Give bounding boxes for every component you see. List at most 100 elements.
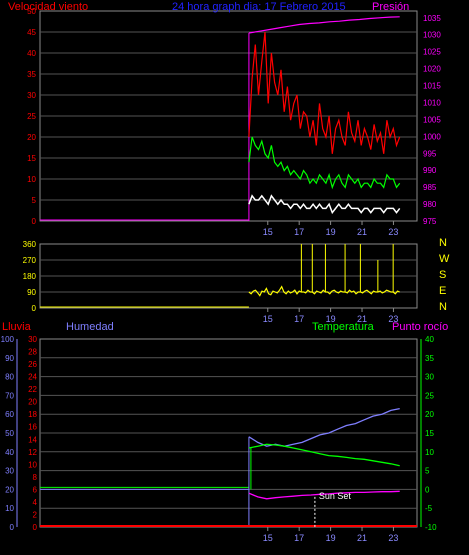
- humidity-axis-label: 50: [5, 429, 14, 438]
- pressure-axis-label: 1010: [423, 98, 441, 107]
- direction-panel-x-tick-label: 21: [357, 314, 367, 324]
- rain-axis-label: 6: [33, 485, 38, 494]
- wind-axis-label: 15: [27, 154, 36, 163]
- compass-label: N: [439, 301, 447, 313]
- rain-axis-label: 10: [28, 460, 37, 469]
- direction-axis-label: 270: [23, 256, 37, 265]
- rain-axis-label: 24: [28, 373, 37, 382]
- climate-panel-x-tick-label: 21: [357, 533, 367, 543]
- compass-label: N: [439, 237, 447, 249]
- temperature-axis-label: 25: [425, 391, 434, 400]
- humidity-axis-label: 0: [10, 523, 15, 532]
- wind-panel-x-tick-label: 15: [263, 227, 273, 237]
- pressure-axis-label: 1025: [423, 48, 441, 57]
- wind-axis-label: 35: [27, 70, 36, 79]
- rain-axis-label: 26: [28, 360, 37, 369]
- pressure-axis-label: 1000: [423, 132, 441, 141]
- chart-title: 24 hora graph dia: 17 Febrero 2015: [172, 1, 346, 13]
- rain-axis-label: 20: [28, 398, 37, 407]
- wind-min-series: [248, 194, 401, 215]
- pressure-axis-label: 1020: [423, 65, 441, 74]
- pressure-axis-label: 1035: [423, 14, 441, 23]
- direction-axis-label: 360: [23, 240, 37, 249]
- rain-axis-label: 30: [28, 335, 37, 344]
- direction-axis-label: 180: [23, 272, 37, 281]
- temperature-axis-label: -5: [425, 504, 433, 513]
- temperature-axis-label: 35: [425, 354, 434, 363]
- rain-axis-label: 18: [28, 410, 37, 419]
- pressure-axis-label: 985: [423, 183, 437, 192]
- temperature-axis-label: -10: [425, 523, 437, 532]
- humidity-axis-label: 30: [5, 467, 14, 476]
- pressure-axis-label: 975: [423, 217, 437, 226]
- rain-axis-label: 12: [28, 448, 37, 457]
- pressure-axis-label: 990: [423, 166, 437, 175]
- direction-panel-x-tick-label: 15: [263, 314, 273, 324]
- wind-gust-series: [248, 31, 401, 154]
- temperature-axis-label: 20: [425, 410, 434, 419]
- wind-avg-series: [248, 136, 401, 190]
- pressure-axis-label: 1030: [423, 31, 441, 40]
- direction-axis-label: 0: [32, 304, 37, 313]
- wind-axis-label: 30: [27, 91, 36, 100]
- compass-label: E: [439, 285, 446, 297]
- humidity-axis-label: 80: [5, 373, 14, 382]
- rain-axis-label: 22: [28, 385, 37, 394]
- wind-speed-label: Velocidad viento: [8, 1, 89, 13]
- temperature-axis-label: 10: [425, 448, 434, 457]
- direction-panel-x-tick-label: 23: [388, 314, 398, 324]
- humidity-axis-label: 100: [1, 335, 15, 344]
- compass-label: S: [439, 269, 446, 281]
- temperature-axis-label: 30: [425, 373, 434, 382]
- rain-axis-label: 14: [28, 435, 37, 444]
- temperature-axis-label: 15: [425, 429, 434, 438]
- pressure-axis-label: 1015: [423, 82, 441, 91]
- wind-axis-label: 25: [27, 112, 36, 121]
- dewpoint-series: [248, 490, 400, 500]
- temperature-axis-label: 5: [425, 467, 430, 476]
- humidity-axis-label: 40: [5, 448, 14, 457]
- pressure-series: [248, 16, 400, 34]
- wind-panel-x-tick-label: 23: [388, 227, 398, 237]
- wind-panel-x-tick-label: 17: [294, 227, 304, 237]
- climate-panel-x-tick-label: 17: [294, 533, 304, 543]
- humidity-axis-label: 60: [5, 410, 14, 419]
- wind-axis-label: 10: [27, 175, 36, 184]
- pressure-label: Presión: [372, 1, 410, 13]
- wind-axis-label: 0: [32, 217, 37, 226]
- compass-label: W: [439, 253, 450, 265]
- rain-axis-label: 28: [28, 348, 37, 357]
- humidity-axis-label: 70: [5, 391, 14, 400]
- pressure-axis-label: 980: [423, 200, 437, 209]
- wind-panel-x-tick-label: 19: [326, 227, 336, 237]
- wind-axis-label: 5: [32, 196, 37, 205]
- direction-panel-x-tick-label: 19: [326, 314, 336, 324]
- climate-panel-x-tick-label: 15: [263, 533, 273, 543]
- pressure-axis-label: 1005: [423, 115, 441, 124]
- wind-axis-label: 20: [27, 133, 36, 142]
- dewpoint-label: Punto rocío: [392, 321, 449, 333]
- humidity-axis-label: 20: [5, 485, 14, 494]
- direction-axis-label: 90: [27, 288, 36, 297]
- rain-axis-label: 2: [33, 510, 38, 519]
- humidity-axis-label: 90: [5, 354, 14, 363]
- humidity-label: Humedad: [66, 321, 114, 333]
- rain-axis-label: 8: [33, 473, 38, 482]
- rain-axis-label: 16: [28, 423, 37, 432]
- wind-axis-label: 50: [27, 7, 36, 16]
- wind-panel-x-tick-label: 21: [357, 227, 367, 237]
- temperature-series: [248, 443, 400, 467]
- temperature-axis-label: 0: [425, 485, 430, 494]
- direction-series: [248, 285, 400, 297]
- wind-axis-label: 45: [27, 28, 36, 37]
- climate-panel-x-tick-label: 23: [388, 533, 398, 543]
- climate-panel-x-tick-label: 19: [326, 533, 336, 543]
- pressure-axis-label: 995: [423, 149, 437, 158]
- temperature-label: Temperatura: [312, 321, 374, 333]
- direction-panel-x-tick-label: 17: [294, 314, 304, 324]
- humidity-axis-label: 10: [5, 504, 14, 513]
- temperature-axis-label: 40: [425, 335, 434, 344]
- rain-label: Lluvia: [2, 321, 31, 333]
